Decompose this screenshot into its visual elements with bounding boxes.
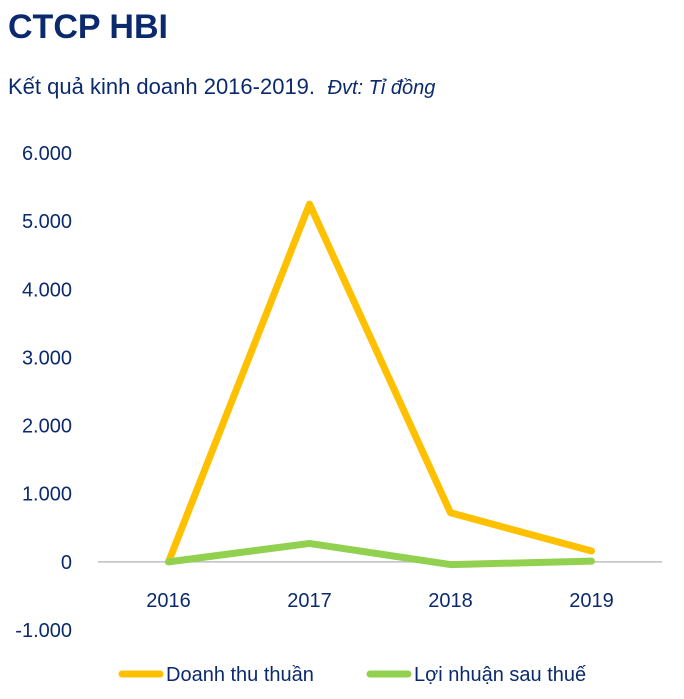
axes: 6.000 5.000 4.000 3.000 2.000 1.000 0 -1.000 201… xyxy=(15,143,662,642)
y-tick-label: 4.000 xyxy=(22,279,72,301)
series-line-revenue xyxy=(165,200,595,566)
y-tick-label: 0 xyxy=(61,552,72,574)
legend-label: Doanh thu thuần xyxy=(166,664,314,686)
legend: Doanh thu thuần Lợi nhuận sau thuế xyxy=(118,664,586,686)
x-tick-label: 2017 xyxy=(287,590,332,612)
x-tick-label: 2019 xyxy=(569,590,614,612)
y-tick-label: -1.000 xyxy=(15,620,72,642)
series-line-profit xyxy=(165,539,595,569)
x-tick-label: 2018 xyxy=(428,590,473,612)
subtitle-text: Kết quả kinh doanh 2016-2019. xyxy=(8,74,315,99)
chart-subtitle: Kết quả kinh doanh 2016-2019. Đvt: Tỉ đồ… xyxy=(8,74,435,99)
y-tick-label: 5.000 xyxy=(22,211,72,233)
series-layer xyxy=(165,200,595,569)
y-tick-label: 3.000 xyxy=(22,347,72,369)
y-tick-label: 1.000 xyxy=(22,484,72,506)
y-tick-label: 2.000 xyxy=(22,416,72,438)
x-tick-label: 2016 xyxy=(146,590,191,612)
chart-title: CTCP HBI xyxy=(8,8,168,46)
unit-note: Đvt: Tỉ đồng xyxy=(328,77,436,99)
y-tick-label: 6.000 xyxy=(22,143,72,165)
legend-label: Lợi nhuận sau thuế xyxy=(414,664,586,686)
